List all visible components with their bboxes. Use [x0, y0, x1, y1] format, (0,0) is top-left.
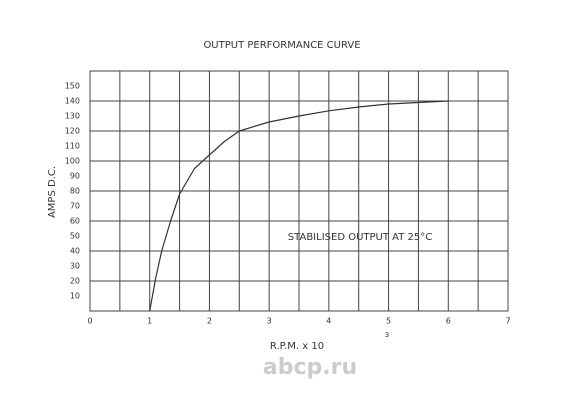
y-axis-label: AMPS D.C. — [47, 166, 58, 218]
chart-title: OUTPUT PERFORMANCE CURVE — [203, 40, 360, 51]
curve — [149, 100, 449, 312]
y-tick-label: 90 — [70, 172, 80, 181]
y-tick-label: 40 — [70, 247, 80, 256]
x-tick-label: 0 — [87, 317, 92, 326]
x-tick-label: 5 — [386, 317, 391, 326]
y-tick-label: 20 — [70, 277, 80, 286]
x-axis-label: R.P.M. x 10 — [270, 341, 324, 352]
x-tick-label: 4 — [326, 317, 331, 326]
x-tick-label: 6 — [446, 317, 451, 326]
y-tick-label: 140 — [65, 97, 80, 106]
y-tick-label: 130 — [65, 112, 80, 121]
annotation: STABILISED OUTPUT AT 25°C — [288, 232, 432, 243]
y-tick-label: 30 — [70, 262, 80, 271]
y-tick-label: 60 — [70, 217, 80, 226]
y-tick-label: 110 — [65, 142, 80, 151]
y-tick-label: 80 — [70, 187, 80, 196]
x-axis-label-superscript: 3 — [385, 331, 389, 339]
y-tick-label: 150 — [65, 82, 80, 91]
x-tick-label: 3 — [267, 317, 272, 326]
y-tick-label: 120 — [65, 127, 80, 136]
watermark: abcp.ru — [263, 355, 357, 380]
x-tick-label: 2 — [207, 317, 212, 326]
x-tick-label: 1 — [147, 317, 152, 326]
y-tick-label: 70 — [70, 202, 80, 211]
y-tick-label: 100 — [65, 157, 80, 166]
y-tick-label: 50 — [70, 232, 80, 241]
y-tick-label: 10 — [70, 292, 80, 301]
x-tick-label: 7 — [505, 317, 510, 326]
